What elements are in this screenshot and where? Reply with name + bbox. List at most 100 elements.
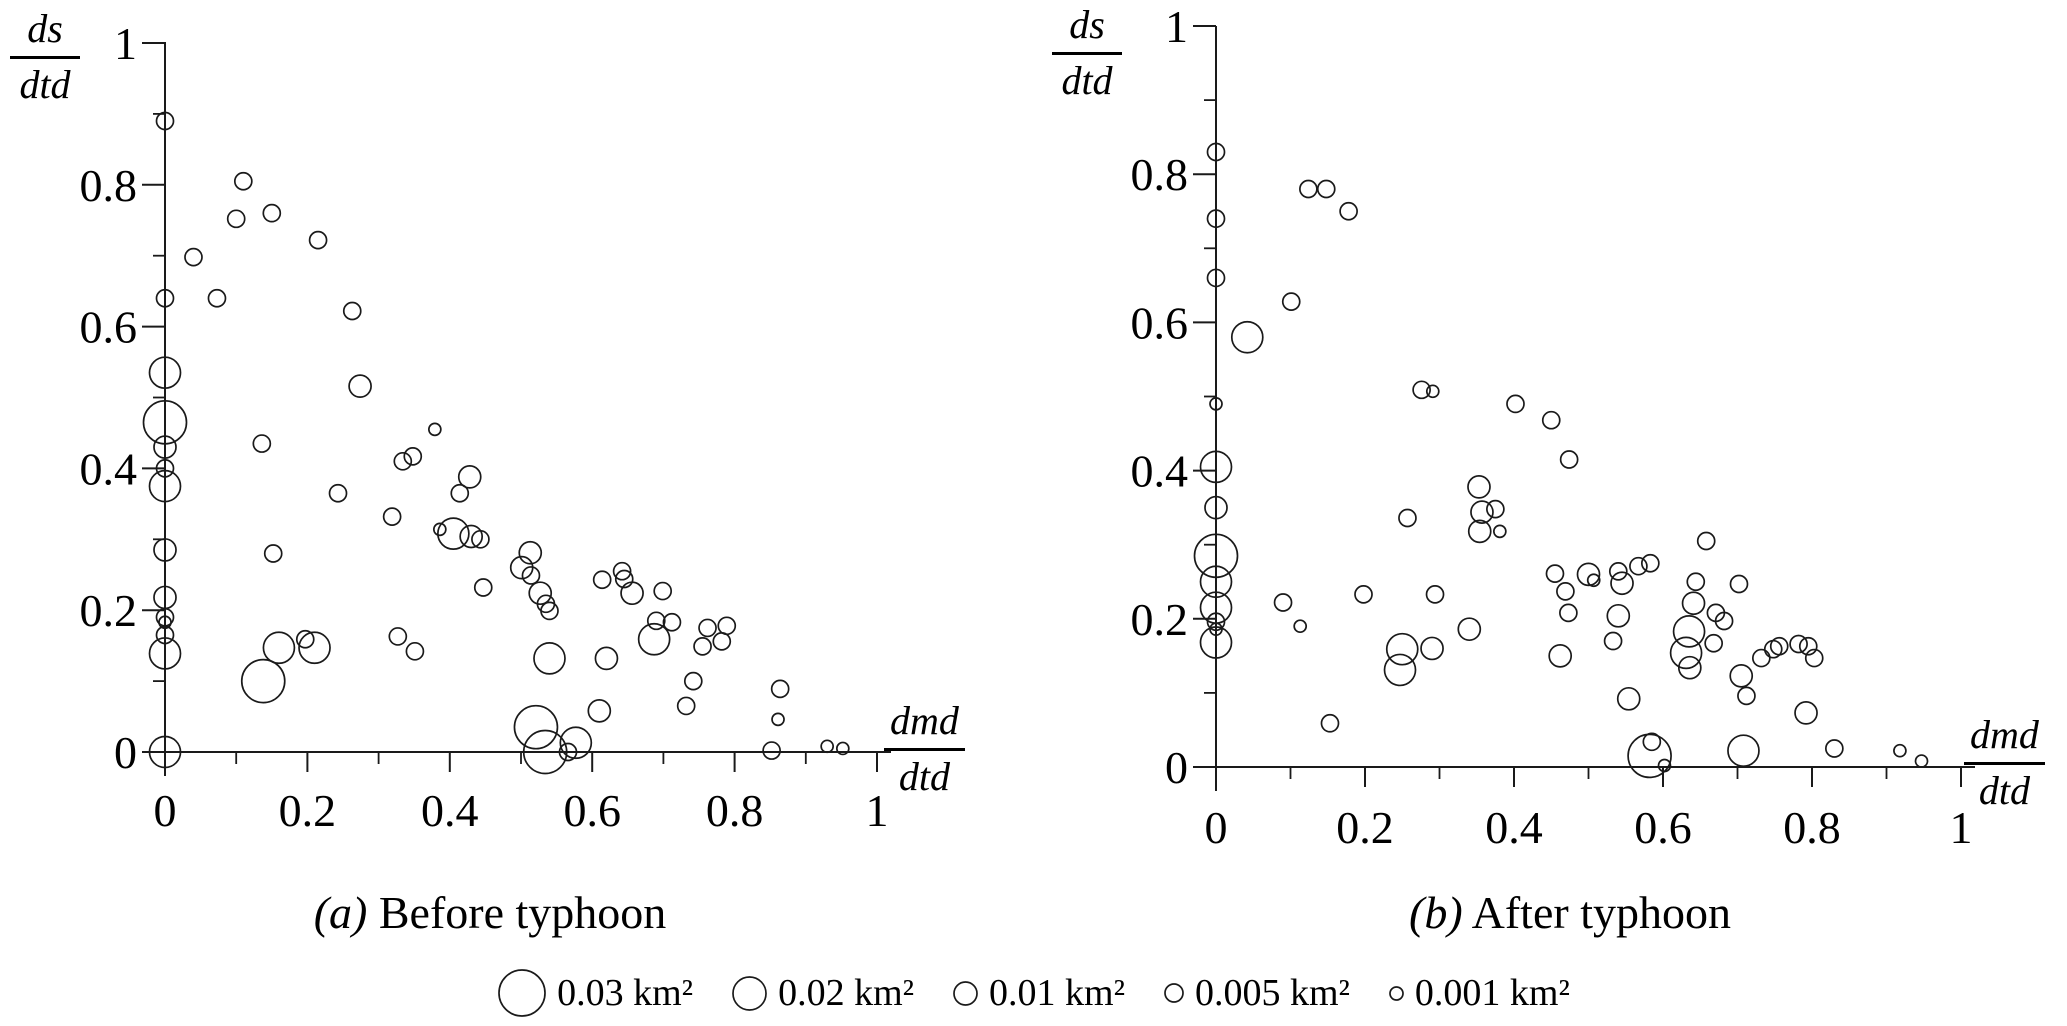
bubble-b: [1556, 582, 1575, 601]
bubble-b: [1794, 701, 1818, 725]
bubble-b: [1316, 179, 1336, 199]
bubble-a: [676, 696, 696, 716]
bubble-b: [1769, 636, 1789, 656]
bubble-a: [262, 631, 296, 665]
bubble-a: [263, 544, 283, 563]
bubble-b: [1608, 562, 1628, 581]
bubble-b: [1425, 384, 1440, 399]
bubble-a: [382, 507, 402, 526]
y-tick-label-b: 0.4: [1131, 446, 1189, 497]
x-tick-label-a: 0.8: [706, 785, 764, 836]
bubble-a: [295, 629, 315, 649]
bubble-a: [405, 641, 425, 661]
bubble-b: [1425, 584, 1445, 604]
x-axis-numerator: dmd: [884, 696, 965, 751]
bubble-b: [1704, 633, 1724, 653]
bubble-a: [683, 671, 703, 691]
bubble-a: [717, 616, 737, 636]
bubble-b: [1354, 584, 1373, 604]
bubble-a: [540, 601, 559, 621]
y-axis-label-a: ds dtd: [10, 4, 80, 108]
bubble-b: [1206, 268, 1226, 288]
legend-bubble-0001-icon: [1389, 985, 1404, 1001]
bubble-b: [1729, 664, 1754, 688]
legend-bubble-0005-icon: [1164, 983, 1184, 1003]
bubble-a: [240, 658, 286, 704]
x-tick-label-a: 0.2: [279, 785, 337, 836]
bubble-b: [1914, 754, 1929, 768]
x-axis-label-b: dmd dtd: [1964, 710, 2045, 814]
bubble-a: [184, 247, 203, 267]
bubble-b: [1206, 142, 1226, 162]
bubble-b: [1576, 562, 1601, 587]
bubble-a: [158, 615, 172, 630]
bubble-a: [148, 469, 182, 503]
x-axis-denominator: dtd: [898, 754, 950, 799]
caption-b-index: (b): [1409, 887, 1463, 938]
bubble-a: [432, 522, 447, 537]
y-tick-label-a: 0.8: [80, 160, 138, 211]
legend-circle: [1164, 983, 1184, 1003]
bubble-b: [1273, 593, 1293, 612]
bubble-b: [1320, 713, 1340, 733]
bubble-a: [559, 726, 593, 760]
bubble-a: [513, 704, 559, 750]
bubble-a: [393, 451, 413, 471]
x-tick-label-a: 0.6: [563, 785, 621, 836]
bubble-b: [1541, 410, 1561, 430]
x-tick-label-b: 1: [1950, 802, 1973, 853]
bubble-b: [1470, 500, 1494, 524]
x-tick-label-b: 0.2: [1336, 802, 1394, 853]
x-tick-label-b: 0.8: [1783, 802, 1841, 853]
y-tick-label-b: 0: [1165, 742, 1188, 793]
bubble-b: [1385, 632, 1419, 666]
bubble-a: [770, 679, 790, 699]
legend-item-001: 0.01 km²: [952, 971, 1125, 1015]
legend-label: 0.001 km²: [1414, 972, 1570, 1014]
bubble-a: [835, 741, 850, 756]
bubble-a: [521, 566, 541, 585]
bubble-b: [1559, 450, 1579, 469]
y-axis-label-b: ds dtd: [1052, 0, 1122, 104]
bubble-b: [1729, 574, 1749, 594]
bubble-b: [1737, 686, 1756, 706]
bubble-a: [459, 524, 484, 549]
caption-a-text: Before typhoon: [367, 887, 667, 938]
bubble-a: [771, 712, 785, 727]
y-tick-label-b: 0.8: [1131, 149, 1189, 200]
bubble-b: [1640, 553, 1660, 573]
bubble-b: [1751, 648, 1771, 668]
bubble-b: [1492, 524, 1507, 539]
bubble-a: [155, 625, 175, 645]
bubble-b: [1610, 571, 1634, 596]
bubble-b: [1669, 636, 1703, 670]
legend-circle: [732, 975, 767, 1011]
legend-label: 0.005 km²: [1194, 972, 1350, 1014]
bubble-b: [1696, 531, 1716, 551]
bubble-b: [1893, 743, 1907, 758]
x-tick-label-a: 0.4: [421, 785, 479, 836]
bubble-b: [1339, 201, 1358, 221]
bubble-a: [558, 742, 578, 762]
bubble-a: [762, 741, 781, 760]
bubble-b: [1457, 617, 1482, 642]
bubble-b: [1506, 394, 1525, 414]
bubble-b: [1206, 209, 1226, 229]
bubble-a: [612, 561, 632, 581]
bubble-a: [437, 517, 470, 550]
bubble-a: [533, 642, 566, 675]
bubble-a: [473, 578, 493, 597]
bubble-a: [712, 632, 732, 651]
bubble-a: [427, 422, 442, 437]
bubble-a: [388, 627, 408, 646]
bubble-a: [328, 483, 348, 503]
bubble-b: [1804, 648, 1824, 668]
caption-a-index: (a): [313, 887, 368, 938]
bubble-b: [1412, 380, 1431, 400]
y-tick-label-b: 0.6: [1131, 297, 1189, 348]
bubble-b: [1281, 292, 1301, 312]
bubble-a: [262, 203, 282, 223]
bubble-b: [1657, 758, 1672, 773]
bubble-b: [1209, 397, 1223, 411]
y-tick-label-a: 0: [114, 727, 137, 778]
